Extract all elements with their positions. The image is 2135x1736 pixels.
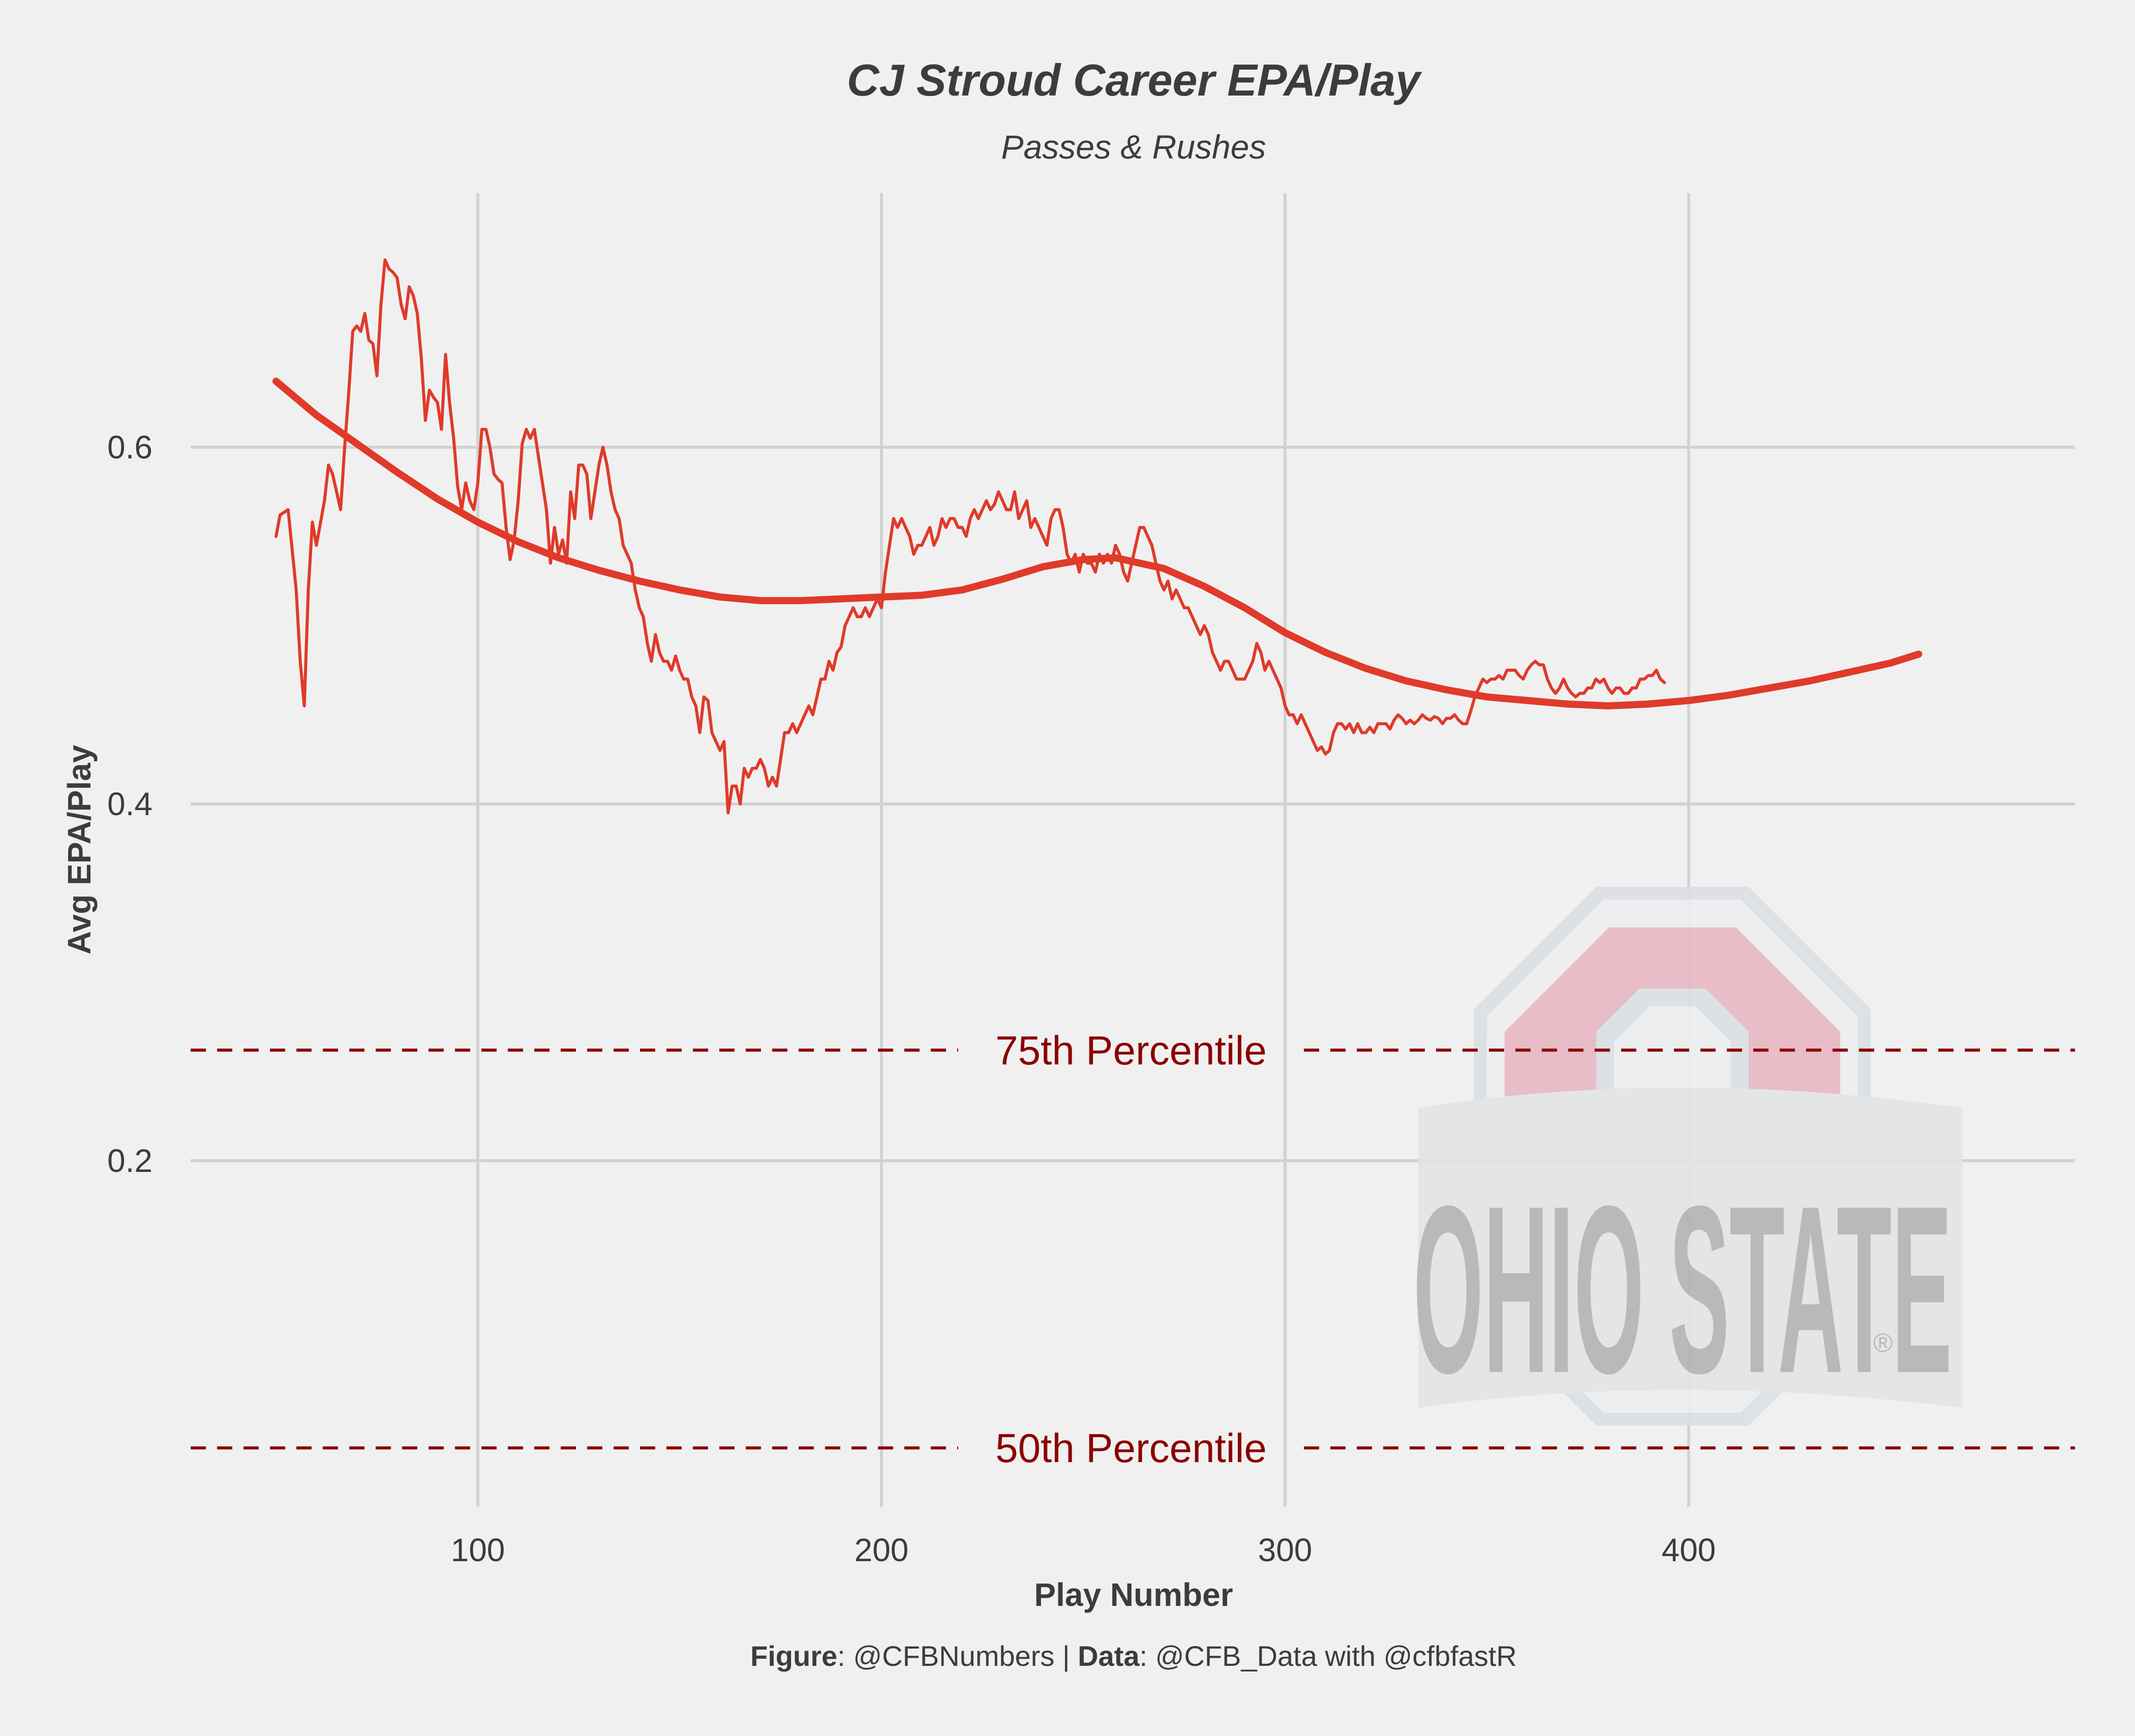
logo-text: OHIO STATE [1413, 1156, 1952, 1423]
y-tick-label: 0.2 [107, 1142, 152, 1179]
reference-line-label: 50th Percentile [995, 1425, 1267, 1471]
x-tick-label: 200 [855, 1532, 909, 1568]
tick-labels: 100 200 300 400 0.2 0.4 0.6 [107, 429, 1716, 1568]
grid [191, 193, 2075, 1507]
x-tick-label: 100 [451, 1532, 505, 1568]
reference-line-label: 75th Percentile [995, 1028, 1267, 1073]
rolling-epa-line [274, 258, 1666, 815]
ohio-state-logo: OHIO STATE ® [1413, 887, 1962, 1425]
reference-lines: 75th Percentile 50th Percentile [191, 1028, 2075, 1471]
x-tick-label: 400 [1662, 1532, 1716, 1568]
y-tick-label: 0.6 [107, 429, 152, 466]
y-tick-label: 0.4 [107, 786, 152, 822]
smoothed-trend-line [272, 378, 1923, 709]
logo-banner [1418, 1088, 1962, 1408]
caption: Figure: @CFBNumbers | Data: @CFB_Data wi… [750, 1640, 1517, 1672]
x-tick-label: 300 [1258, 1532, 1313, 1568]
caption-data-label: Data [1078, 1640, 1140, 1672]
series-layer [272, 258, 1923, 815]
y-axis-title: Avg EPA/Play [61, 745, 98, 954]
caption-figure-label: Figure [750, 1640, 837, 1672]
chart-subtitle: Passes & Rushes [1001, 128, 1266, 166]
caption-figure-value: : @CFBNumbers | [837, 1640, 1078, 1672]
caption-data-value: : @CFB_Data with @cfbfastR [1139, 1640, 1516, 1672]
registered-icon: ® [1873, 1328, 1893, 1358]
x-axis-title: Play Number [1034, 1576, 1233, 1613]
chart-title: CJ Stroud Career EPA/Play [847, 55, 1422, 105]
